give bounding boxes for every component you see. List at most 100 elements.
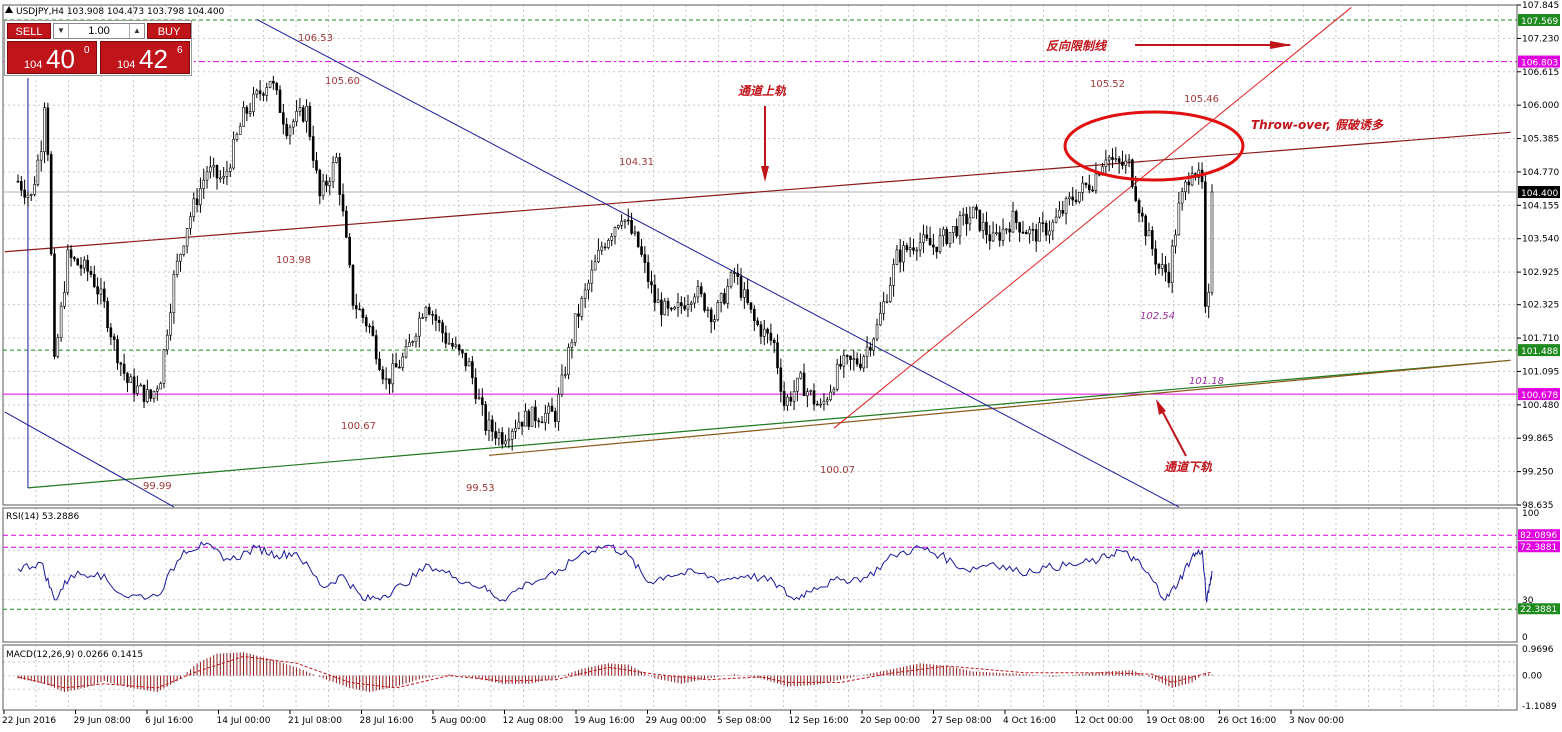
candle-body: [391, 363, 395, 385]
candle-body: [368, 325, 371, 328]
candle-body: [361, 308, 365, 318]
candle-body: [1141, 212, 1144, 217]
candle-body: [829, 391, 832, 401]
y-tick-label: 107.230: [1522, 34, 1559, 44]
candle-body: [1064, 198, 1068, 214]
candle-body: [1078, 192, 1081, 202]
candle-body: [441, 322, 444, 334]
candle-body: [139, 384, 143, 387]
candle-body: [282, 112, 285, 125]
x-tick-label: 29 Aug 00:00: [646, 716, 707, 726]
buy-button[interactable]: BUY: [147, 23, 191, 39]
candle-body: [1117, 158, 1121, 163]
candle-body: [1107, 157, 1111, 161]
swing-label: 105.60: [325, 76, 360, 87]
rsi-level-label: 22.3881: [1520, 605, 1557, 615]
candle-body: [636, 231, 640, 247]
rsi-title: RSI(14) 53.2886: [6, 512, 79, 522]
candle-body: [1028, 229, 1031, 235]
candle-body: [872, 338, 876, 351]
candle-body: [547, 405, 550, 414]
x-tick-label: 12 Aug 08:00: [503, 716, 564, 726]
x-tick-label: 27 Sep 08:00: [932, 716, 992, 726]
chevron-up-icon[interactable]: ▲: [129, 24, 144, 38]
y-tick-label: 100.480: [1522, 401, 1559, 411]
candle-body: [729, 272, 733, 287]
candle-body: [948, 232, 952, 244]
candle-body: [484, 404, 487, 431]
candle-body: [225, 171, 229, 177]
candle-body: [1190, 173, 1194, 186]
candle-body: [1084, 182, 1088, 186]
candle-body: [580, 298, 584, 317]
candle-body: [202, 179, 206, 189]
candle-body: [136, 385, 139, 394]
candle-body: [958, 215, 962, 237]
candle-body: [560, 374, 564, 395]
candle-body: [746, 289, 749, 303]
candle-body: [703, 293, 706, 311]
candle-body: [487, 419, 491, 431]
y-tick-label: 104.155: [1522, 201, 1559, 211]
candle-body: [288, 126, 292, 137]
ask-price-pips: 42: [139, 44, 168, 74]
candle-body: [1111, 157, 1114, 160]
annotation-reverse-limit: 反向限制线: [1046, 39, 1108, 53]
candle-body: [1167, 271, 1171, 283]
candle-body: [762, 328, 766, 337]
candle-body: [772, 340, 776, 344]
candle-body: [534, 406, 537, 422]
candles: [16, 75, 1214, 451]
candle-body: [481, 397, 484, 405]
candle-body: [232, 138, 235, 169]
swing-label: 100.67: [341, 421, 376, 432]
candle-body: [756, 320, 759, 325]
candle-body: [912, 247, 915, 251]
volume-field[interactable]: ▼ 1.00 ▲: [53, 23, 145, 39]
candle-body: [646, 262, 650, 282]
candle-body: [255, 90, 259, 95]
candle-body: [1114, 158, 1118, 160]
chevron-down-icon[interactable]: ▼: [54, 24, 69, 38]
ask-price-button[interactable]: 104 42 6: [100, 41, 190, 74]
candle-body: [825, 399, 829, 402]
y-tick-label: 102.325: [1522, 301, 1559, 311]
candle-body: [892, 264, 895, 286]
bid-price-button[interactable]: 104 40 0: [7, 41, 97, 74]
candle-body: [364, 317, 368, 327]
swing-label: 102.54: [1140, 311, 1175, 322]
chart-labels: USDJPY,H4 103.908 104.473 103.798 104.40…: [5, 6, 1384, 660]
candle-body: [1104, 159, 1108, 167]
candle-body: [769, 332, 773, 341]
volume-value[interactable]: 1.00: [88, 25, 110, 37]
x-tick-label: 5 Aug 00:00: [431, 716, 486, 726]
candle-body: [517, 421, 521, 429]
candle-body: [736, 272, 740, 277]
candle-body: [816, 403, 819, 406]
candle-body: [859, 363, 862, 369]
candle-body: [849, 355, 852, 361]
candle-body: [530, 406, 534, 427]
sell-button[interactable]: SELL: [7, 23, 51, 39]
candle-body: [195, 198, 199, 205]
candle-body: [275, 82, 279, 91]
y-tick-label: 106.000: [1522, 101, 1559, 111]
candle-body: [301, 107, 305, 122]
x-tick-label: 19 Aug 16:00: [574, 716, 635, 726]
candle-body: [716, 302, 720, 320]
candle-body: [553, 411, 557, 422]
candle-body: [633, 231, 637, 234]
candle-body: [1127, 159, 1131, 162]
candle-body: [1068, 196, 1071, 200]
candle-body: [1091, 189, 1094, 192]
candle-body: [991, 232, 995, 242]
candle-body: [968, 217, 972, 225]
candle-body: [806, 391, 809, 397]
candle-body: [544, 413, 547, 423]
candle-body: [524, 410, 527, 427]
candle-body: [514, 427, 517, 432]
candle-body: [1207, 292, 1210, 307]
candle-body: [743, 289, 746, 298]
price-badge-label: 104.400: [1521, 189, 1558, 199]
